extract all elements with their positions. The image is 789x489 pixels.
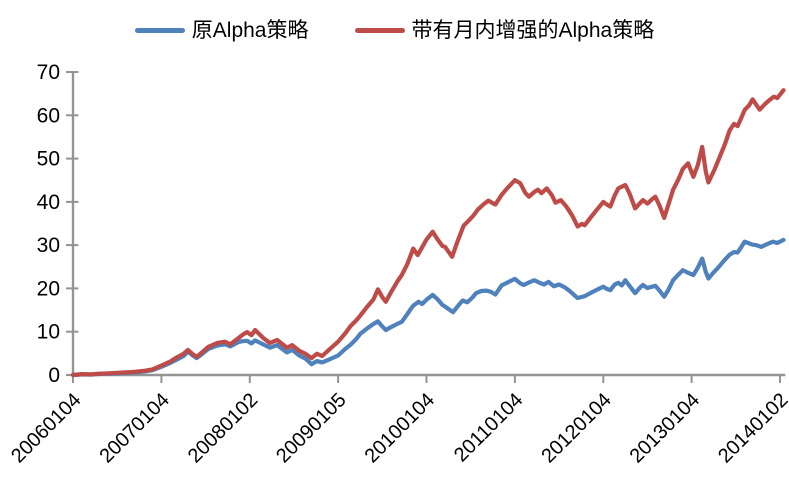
- series-line-original-alpha: [70, 237, 786, 378]
- x-axis-tick-label: 20100104: [361, 389, 439, 467]
- y-axis-tick-label: 60: [37, 104, 60, 127]
- y-axis-tick-label: 50: [37, 148, 60, 171]
- legend-item-original-alpha: 原Alpha策略: [134, 18, 309, 42]
- x-axis-tick-label: 20120104: [537, 389, 615, 467]
- x-axis-tick-label: 20110104: [450, 389, 527, 466]
- legend-swatch-original-alpha: [134, 27, 185, 33]
- legend-swatch-enhanced-alpha: [354, 27, 405, 33]
- y-axis-tick-label: 70: [37, 61, 60, 84]
- x-axis-tick-label: 20130104: [626, 389, 704, 467]
- y-axis-tick-label: 20: [37, 277, 60, 300]
- x-axis-tick-label: 20080102: [184, 389, 262, 467]
- legend-item-enhanced-alpha: 带有月内增强的Alpha策略: [354, 18, 655, 42]
- chart-legend: 原Alpha策略 带有月内增强的Alpha策略: [0, 12, 789, 48]
- y-axis-tick-label: 10: [37, 321, 60, 344]
- legend-label-enhanced-alpha: 带有月内增强的Alpha策略: [411, 18, 655, 42]
- y-axis-tick-label: 0: [48, 364, 60, 387]
- y-axis-tick-label: 40: [37, 191, 60, 214]
- legend-label-original-alpha: 原Alpha策略: [191, 18, 309, 42]
- y-axis-tick-label: 30: [37, 234, 60, 257]
- series-line-enhanced-alpha: [70, 88, 786, 378]
- x-axis-tick-label: 20060104: [7, 389, 85, 467]
- x-axis-tick-label: 20070104: [95, 389, 173, 467]
- x-axis-tick-label: 20090105: [272, 389, 350, 467]
- x-axis-tick-label: 20140102: [714, 389, 789, 467]
